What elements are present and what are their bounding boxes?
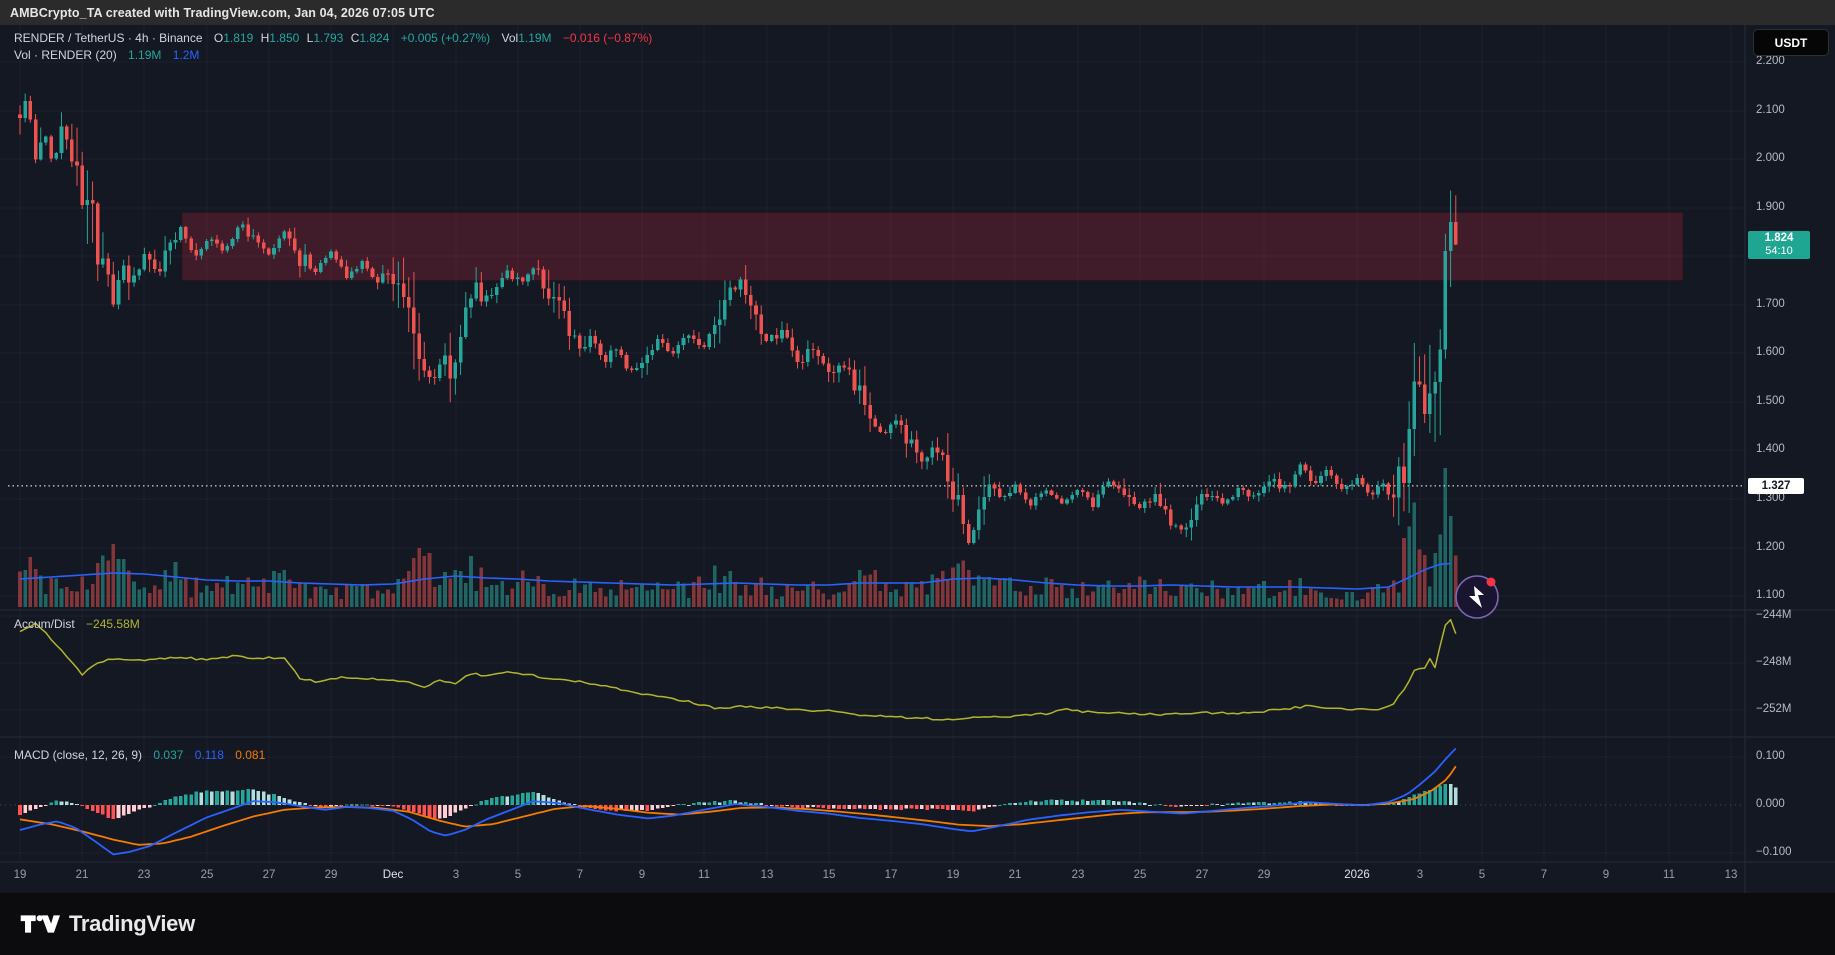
attribution-text: AMBCrypto_TA created with TradingView.co…: [10, 5, 435, 20]
price-tick-label: 1.600: [1756, 346, 1785, 358]
time-tick-label: 3: [452, 869, 460, 881]
price-tick-label: 1.100: [1756, 589, 1785, 601]
change-value: +0.005 (+0.27%): [400, 31, 491, 45]
low-label: L: [306, 31, 314, 45]
price-tick-label: 1.900: [1756, 201, 1785, 213]
footer-bar: TradingView: [0, 893, 1835, 955]
macd-tick-label: 0.000: [1756, 798, 1785, 810]
time-tick-label: 17: [884, 869, 898, 881]
price-tick-label: 2.100: [1756, 104, 1785, 116]
symbol-title: RENDER / TetherUS · 4h · Binance: [14, 31, 203, 45]
tradingview-logo-icon: [20, 915, 60, 933]
time-tick-label: 23: [137, 869, 151, 881]
time-tick-label: 9: [638, 869, 646, 881]
time-tick-label: 19: [13, 869, 27, 881]
vol-study-ma-value: 1.2M: [172, 48, 200, 62]
time-tick-label: 11: [698, 869, 710, 881]
price-tick-label: 1.200: [1756, 541, 1785, 553]
time-tick-label: 13: [760, 869, 774, 881]
high-label: H: [260, 31, 270, 45]
attribution-bar: AMBCrypto_TA created with TradingView.co…: [0, 0, 1835, 25]
time-tick-label: 2026: [1344, 869, 1370, 881]
accum-dist-legend[interactable]: Accum/Dist −245.58M: [14, 617, 140, 631]
price-tick-label: 1.500: [1756, 395, 1785, 407]
open-value: 1.819: [223, 31, 254, 45]
volume-value: 1.19M: [518, 31, 552, 45]
time-tick-label: 29: [324, 869, 338, 881]
macd-signal-value: 0.081: [235, 748, 266, 762]
time-tick-label: 13: [1724, 869, 1738, 881]
macd-tick-label: −0.100: [1756, 846, 1792, 858]
last-price-value: 1.824: [1764, 232, 1794, 244]
close-label: C: [350, 31, 360, 45]
legend-row-main[interactable]: RENDER / TetherUS · 4h · Binance O1.819 …: [14, 30, 652, 46]
macd-label: MACD (close, 12, 26, 9): [14, 748, 143, 762]
time-tick-label: Dec: [382, 869, 404, 881]
time-tick-label: 9: [1602, 869, 1610, 881]
close-value: 1.824: [359, 31, 390, 45]
time-tick-label: 5: [514, 869, 522, 881]
ad-tick-label: −244M: [1756, 609, 1792, 621]
vol-study-value: 1.19M: [128, 48, 162, 62]
time-tick-label: 27: [1195, 869, 1209, 881]
time-tick-label: 5: [1478, 869, 1486, 881]
low-value: 1.793: [313, 31, 344, 45]
price-tick-label: 1.400: [1756, 443, 1785, 455]
volume-label: Vol: [501, 31, 519, 45]
time-tick-label: 15: [822, 869, 836, 881]
open-label: O: [213, 31, 224, 45]
time-tick-label: 25: [1133, 869, 1147, 881]
macd-legend[interactable]: MACD (close, 12, 26, 9) 0.037 0.118 0.08…: [14, 748, 265, 762]
time-tick-label: 27: [262, 869, 276, 881]
time-tick-label: 25: [200, 869, 214, 881]
high-value: 1.850: [269, 31, 300, 45]
accum-dist-value: −245.58M: [86, 617, 140, 631]
legend-row-volume-study[interactable]: Vol · RENDER (20) 1.19M 1.2M: [14, 47, 652, 63]
time-tick-label: 3: [1416, 869, 1424, 881]
secondary-change-value: −0.016 (−0.87%): [562, 31, 653, 45]
macd-tick-label: 0.100: [1756, 750, 1785, 762]
time-tick-label: 23: [1071, 869, 1085, 881]
time-tick-label: 11: [1663, 869, 1675, 881]
price-tick-label: 1.300: [1756, 492, 1785, 504]
level-price-badge: 1.327: [1748, 478, 1804, 494]
symbol-legend: RENDER / TetherUS · 4h · Binance O1.819 …: [14, 30, 652, 64]
bar-countdown: 54:10: [1765, 245, 1793, 257]
time-tick-label: 7: [576, 869, 584, 881]
ad-tick-label: −248M: [1756, 656, 1792, 668]
time-tick-label: 29: [1257, 869, 1271, 881]
time-tick-label: 21: [1008, 869, 1022, 881]
time-tick-label: 19: [946, 869, 960, 881]
tradingview-brand-name: TradingView: [69, 911, 195, 936]
time-tick-label: 7: [1540, 869, 1548, 881]
price-tick-label: 1.700: [1756, 298, 1785, 310]
last-price-badge: 1.824 54:10: [1748, 231, 1810, 259]
macd-hist-value: 0.037: [153, 748, 184, 762]
accum-dist-label: Accum/Dist: [14, 617, 75, 631]
time-tick-label: 21: [75, 869, 89, 881]
macd-line-value: 0.118: [194, 748, 224, 762]
price-tick-label: 2.200: [1756, 55, 1785, 67]
tradingview-brand[interactable]: TradingView: [20, 911, 195, 937]
price-tick-label: 2.000: [1756, 152, 1785, 164]
currency-toggle-button[interactable]: USDT: [1753, 29, 1829, 56]
ad-tick-label: −252M: [1756, 703, 1792, 715]
vol-study-label: Vol · RENDER (20): [14, 48, 117, 62]
